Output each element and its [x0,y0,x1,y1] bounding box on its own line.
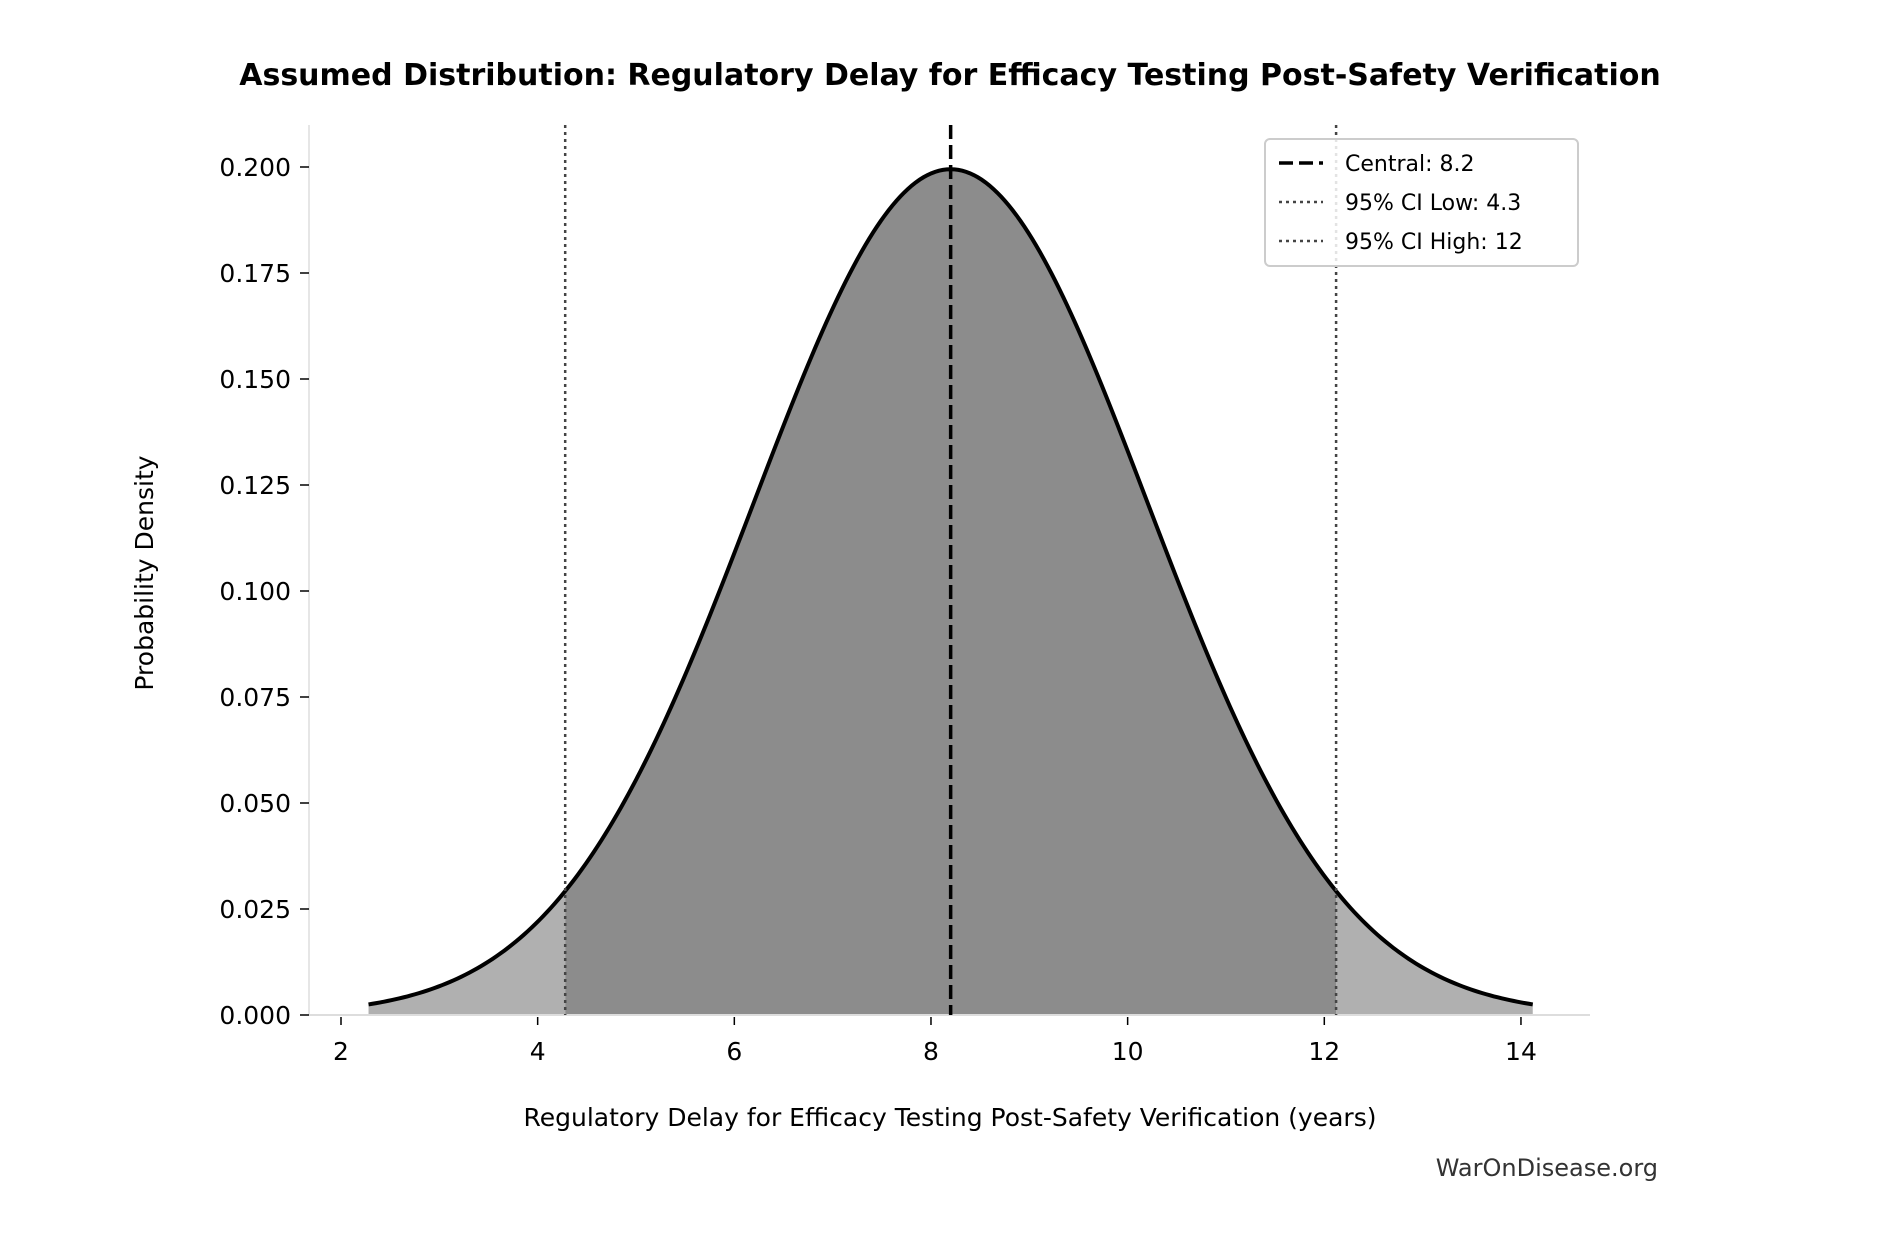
watermark: WarOnDisease.org [1436,1154,1658,1182]
legend-label: 95% CI High: 12 [1345,230,1523,255]
plot-area: 2 4 6 8 10 12 14 0.000 0.025 0.050 0.075 0.100 0.125… [219,125,1590,1066]
y-axis-label: Probability Density [130,455,159,690]
x-tick-label: 6 [726,1037,742,1066]
y-tick-label: 0.025 [219,895,291,924]
x-tick-label: 12 [1308,1037,1340,1066]
legend-label: Central: 8.2 [1345,152,1475,177]
left-tail-area [368,891,566,1015]
x-tick-label: 8 [923,1037,939,1066]
y-tick-label: 0.125 [219,471,291,500]
legend: Central: 8.2 95% CI Low: 4.3 95% CI High: … [1264,138,1579,267]
x-tick-label: 10 [1112,1037,1144,1066]
right-tail-area [1336,891,1533,1015]
legend-label: 95% CI Low: 4.3 [1345,191,1521,216]
y-tick-label: 0.000 [219,1001,291,1030]
chart-title: Assumed Distribution: Regulatory Delay f… [239,58,1660,93]
y-tick-label: 0.175 [219,259,291,288]
y-tick-label: 0.100 [219,577,291,606]
x-axis-label: Regulatory Delay for Efficacy Testing Po… [523,1103,1376,1132]
y-tick-label: 0.050 [219,789,291,818]
x-tick-label: 4 [530,1037,546,1066]
x-tick-label: 14 [1505,1037,1537,1066]
x-tick-label: 2 [333,1037,349,1066]
y-tick-label: 0.075 [219,683,291,712]
legend-box [1264,138,1579,267]
y-tick-label: 0.200 [219,153,291,182]
y-tick-label: 0.150 [219,365,291,394]
